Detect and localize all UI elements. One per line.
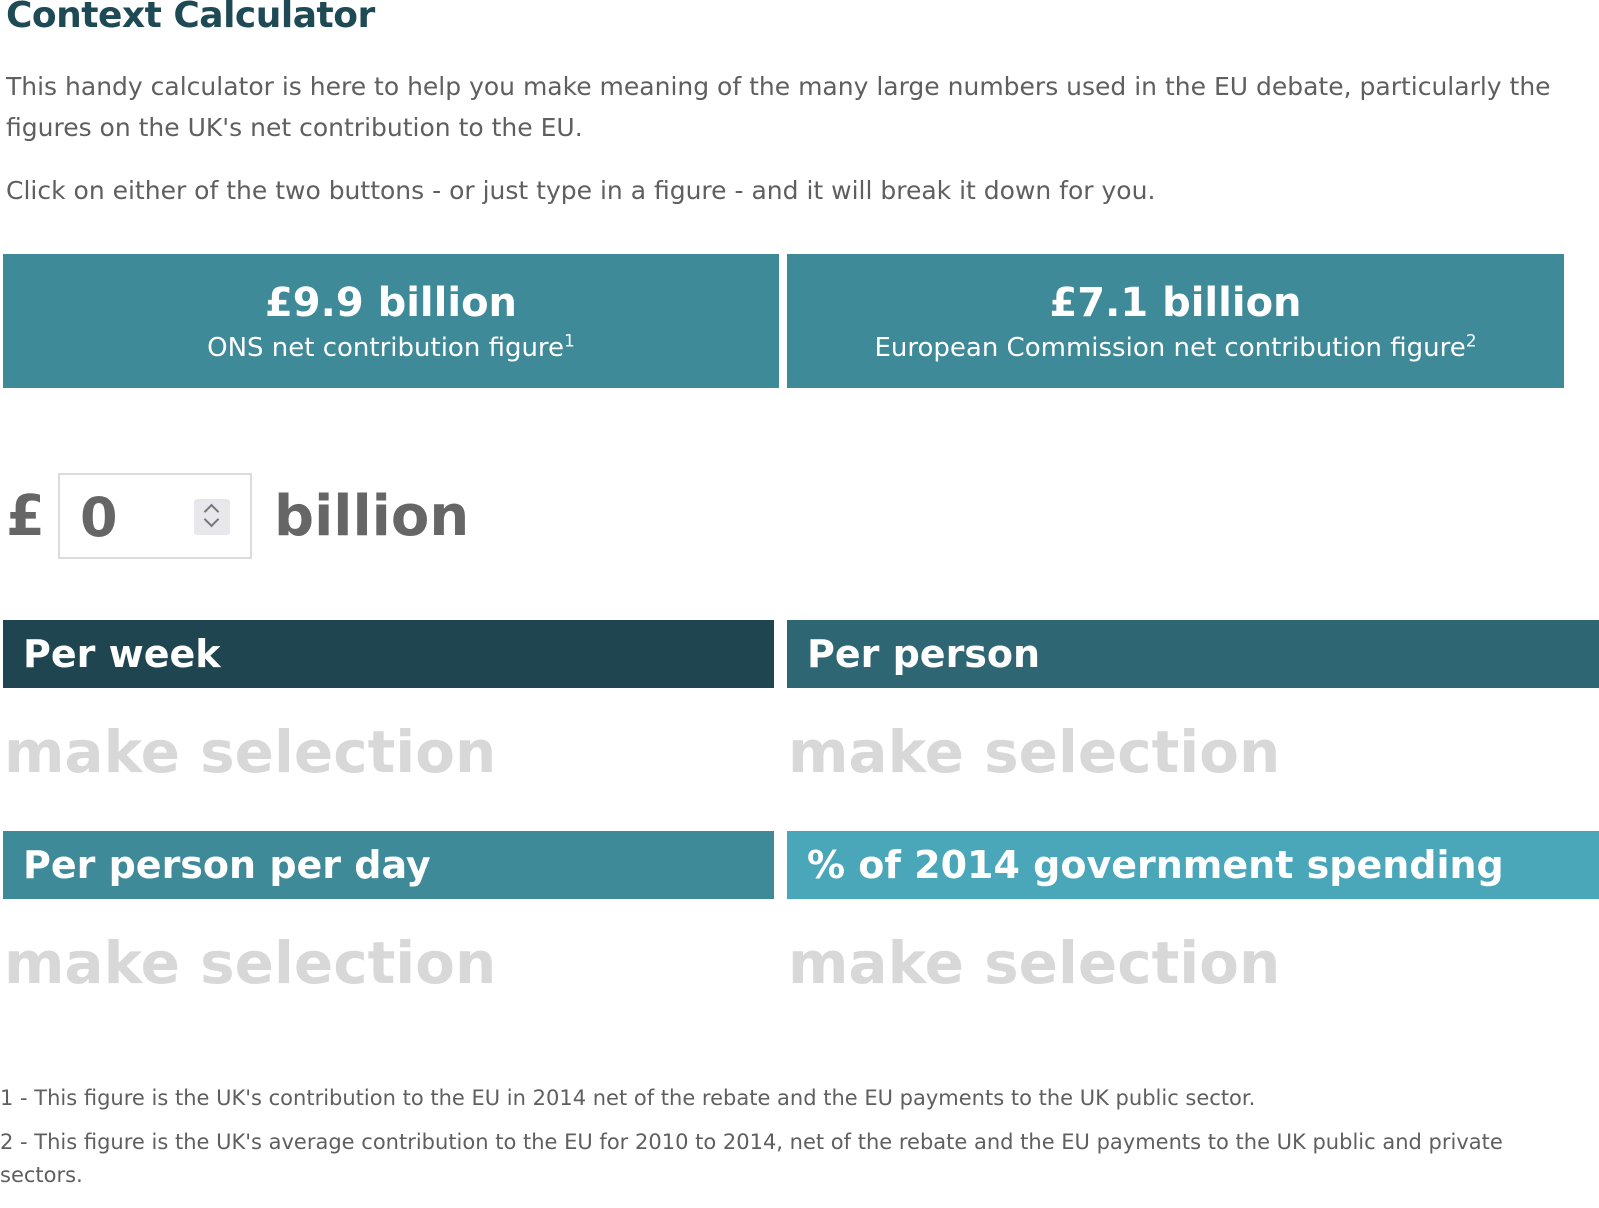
gov-spending-percent-value: make selection (788, 929, 1281, 997)
per-person-per-day-value: make selection (4, 929, 497, 997)
footnote-2: 2 - This figure is the UK's average cont… (0, 1130, 1503, 1187)
per-week-heading: Per week (3, 620, 774, 688)
ons-label: ONS net contribution figure (207, 333, 565, 363)
amount-field (58, 473, 252, 559)
per-person-heading: Per person (787, 620, 1599, 688)
ec-label-wrap: European Commission net contribution fig… (787, 330, 1564, 366)
unit-label: billion (274, 484, 470, 549)
ec-figure-button[interactable]: £7.1 billion European Commission net con… (787, 254, 1564, 388)
chevron-up-down-icon[interactable] (194, 499, 230, 535)
ons-figure-button[interactable]: £9.9 billion ONS net contribution figure… (3, 254, 779, 388)
footnote-ref-1: 1 (564, 331, 575, 352)
gov-spending-percent-heading: % of 2014 government spending (787, 831, 1599, 899)
per-person-per-day-heading: Per person per day (3, 831, 774, 899)
ec-amount: £7.1 billion (1049, 280, 1302, 326)
intro-paragraph: This handy calculator is here to help yo… (6, 72, 1551, 142)
amount-input[interactable] (80, 485, 190, 549)
ons-amount: £9.9 billion (264, 280, 518, 326)
per-week-value: make selection (4, 718, 497, 786)
currency-symbol: £ (6, 484, 45, 549)
footnote-1: 1 - This figure is the UK's contribution… (0, 1086, 1256, 1110)
page-title: Context Calculator (6, 0, 375, 36)
instructions-paragraph: Click on either of the two buttons - or … (6, 176, 1156, 205)
ec-label: European Commission net contribution fig… (874, 333, 1466, 363)
per-person-value: make selection (788, 718, 1281, 786)
ons-label-wrap: ONS net contribution figure1 (3, 330, 779, 366)
footnote-ref-2: 2 (1465, 331, 1477, 352)
